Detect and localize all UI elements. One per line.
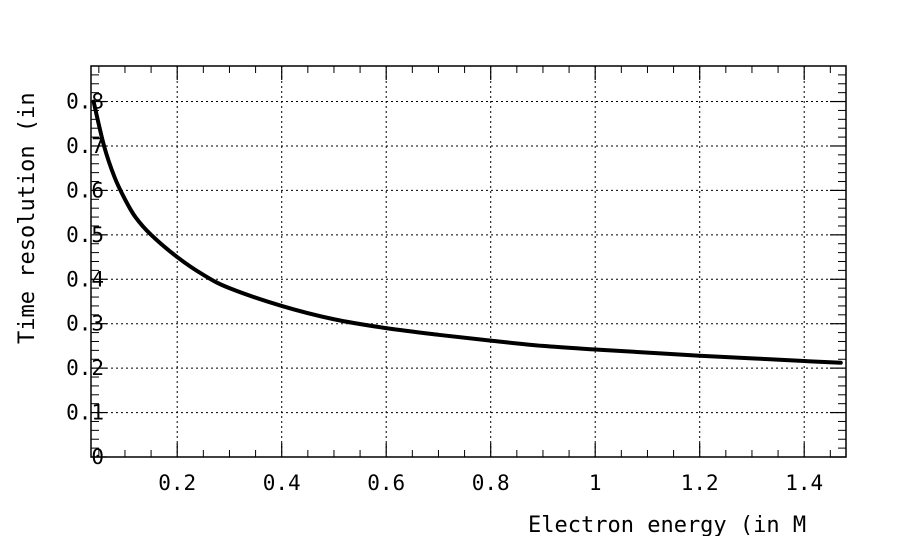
y-tick-label: 0.4 bbox=[66, 267, 104, 291]
tick-marks bbox=[91, 66, 846, 458]
x-tick-label: 0.4 bbox=[263, 471, 301, 495]
y-tick-label: 0.2 bbox=[66, 356, 104, 380]
y-tick-label: 0.1 bbox=[66, 401, 104, 425]
x-tick-label: 1 bbox=[589, 471, 602, 495]
series-line bbox=[91, 99, 843, 365]
x-tick-label: 1.2 bbox=[681, 471, 719, 495]
x-tick-label: 1.4 bbox=[785, 471, 823, 495]
y-tick-label: 0.7 bbox=[66, 134, 104, 158]
tick-labels: 0.2 0.4 0.6 0.8 1 1.2 1.4 0 0.1 0.2 0.3 0.4 0.5 0.6 0.… bbox=[66, 90, 823, 495]
y-tick-label: 0.6 bbox=[66, 178, 104, 202]
y-tick-label: 0.5 bbox=[66, 223, 104, 247]
x-tick-label: 0.6 bbox=[367, 471, 405, 495]
y-tick-label: 0 bbox=[91, 445, 104, 469]
series-layer bbox=[91, 99, 843, 365]
y-tick-label: 0.8 bbox=[66, 90, 104, 114]
y-tick-label: 0.3 bbox=[66, 312, 104, 336]
x-tick-label: 0.8 bbox=[472, 471, 510, 495]
x-axis-title: Electron energy (in M bbox=[528, 513, 806, 536]
y-axis-title: Time resolution (in bbox=[15, 92, 40, 344]
grid-lines bbox=[91, 66, 846, 457]
x-tick-label: 0.2 bbox=[158, 471, 196, 495]
